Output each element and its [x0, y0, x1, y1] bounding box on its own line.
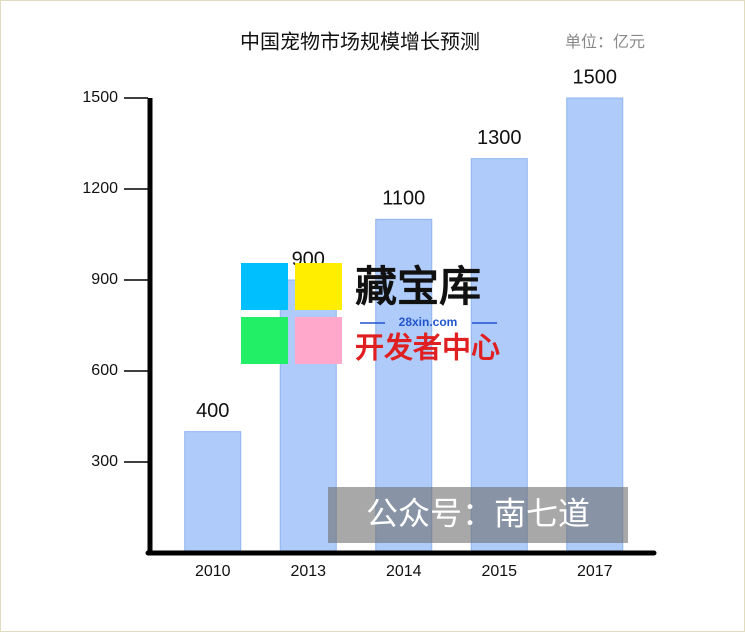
y-tick-label: 300: [91, 453, 118, 470]
chart-title: 中国宠物市场规模增长预测: [240, 30, 480, 53]
logo-square: [241, 317, 288, 364]
value-label: 400: [196, 400, 229, 422]
x-tick-label: 2013: [290, 563, 326, 580]
y-tick-label: 900: [91, 271, 118, 288]
bar: [566, 97, 624, 554]
bar: [184, 431, 242, 554]
logo-square: [295, 263, 342, 310]
watermark-brand: 藏宝库: [355, 263, 481, 310]
x-tick-label: 2015: [481, 563, 517, 580]
watermark: 藏宝库 28xin.com 开发者中心 公众号：南七道: [241, 263, 628, 543]
x-tick-label: 2010: [195, 563, 231, 580]
watermark-box: [328, 487, 628, 543]
logo-square: [241, 263, 288, 310]
value-label: 1500: [573, 66, 618, 88]
unit-label: 单位：亿元: [565, 33, 645, 51]
watermark-url: 28xin.com: [399, 315, 458, 329]
y-tick-label: 1200: [82, 180, 118, 197]
value-label: 1300: [477, 127, 522, 149]
value-label: 1100: [382, 188, 425, 210]
x-tick-label: 2017: [577, 563, 613, 580]
y-tick-label: 600: [91, 362, 118, 379]
x-tick-label: 2014: [386, 563, 422, 580]
y-tick-label: 1500: [82, 89, 118, 106]
watermark-sub: 开发者中心: [355, 332, 500, 365]
logo-square: [295, 317, 342, 364]
watermark-account: 公众号：南七道: [366, 495, 590, 531]
